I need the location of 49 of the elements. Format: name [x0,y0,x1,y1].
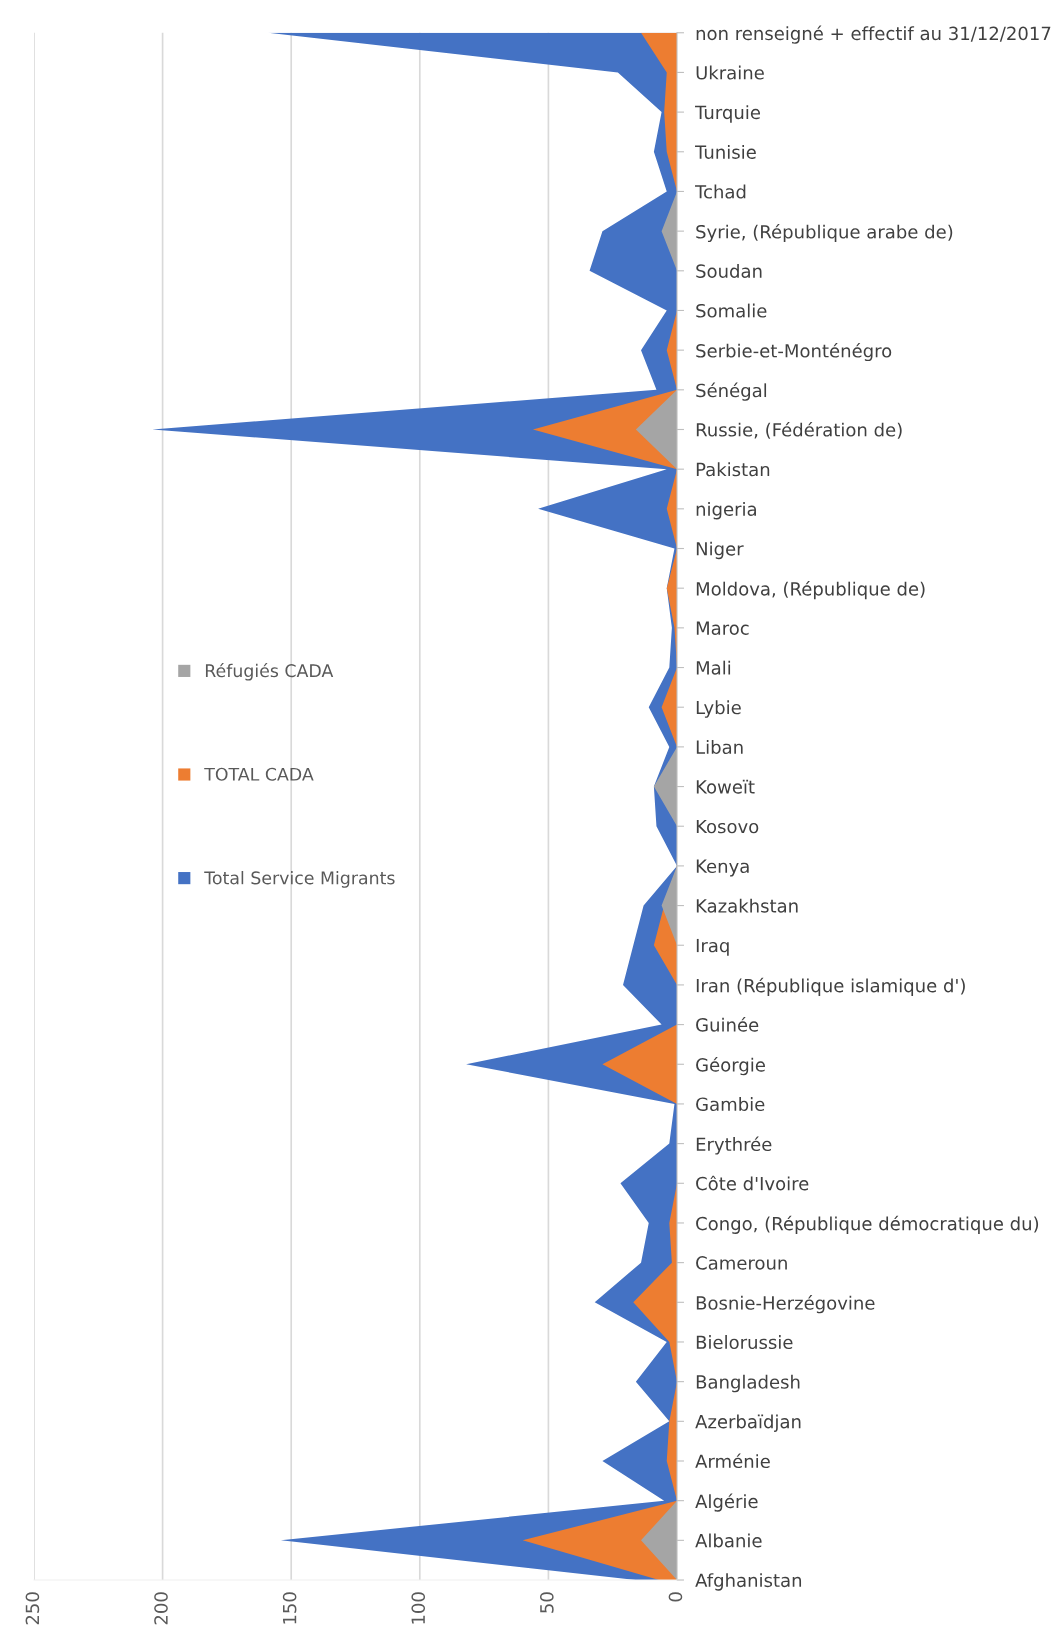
y-tick-label: Pakistan [696,462,770,477]
y-tick-label: Syrie, (République arabe de) [696,223,953,243]
y-tick-label: non renseigné + effectif au 31/12/2017 [696,25,1051,44]
y-tick-label: Géorgie [696,1057,765,1076]
y-tick-label: nigeria [696,501,756,520]
y-tick-label: Albanie [695,1533,762,1548]
y-tick-label: Congo, (République démocratique du) [696,1215,1039,1234]
y-tick-label: Kenya [696,859,749,877]
y-tick-label: Bangladesh [696,1374,800,1393]
y-tick-label: Liban [696,740,743,754]
x-tick-label: 100 [411,1592,426,1624]
y-tick-label: Koweït [696,779,755,794]
x-tick-label: 0 [668,1592,683,1602]
y-tick-label: Maroc [696,621,749,635]
y-tick-label: Kosovo [696,819,759,834]
x-tick-label: 150 [282,1592,297,1624]
y-tick-label: Mali [696,660,731,675]
y-tick-label: Arménie [695,1453,770,1469]
y-tick-label: Algérie [695,1493,758,1512]
y-tick-label: Lybie [696,700,741,718]
x-tick-label: 250 [25,1592,40,1625]
y-tick-label: Afghanistan [695,1573,802,1591]
y-tick-label: Soudan [696,263,762,278]
y-tick-label: Bosnie-Herzégovine [696,1295,875,1314]
y-tick-label: Erythrée [696,1136,772,1155]
y-tick-label: Sénégal [696,382,767,401]
y-tick-label: Somalie [696,303,767,318]
y-tick-label: Moldova, (République de) [696,580,925,600]
y-tick-label: Côte d'Ivoire [696,1175,809,1191]
y-tick-label: Iran (République islamique d') [696,977,965,996]
y-tick-label: Gambie [696,1097,765,1112]
y-tick-label: Bielorussie [696,1335,793,1350]
x-tick-label: 50 [540,1592,554,1613]
y-tick-label: Ukraine [696,65,764,80]
y-tick-label: Serbie-et-Monténégro [696,342,892,362]
y-tick-label: Iraq [696,938,729,956]
y-tick-label: Tunisie [695,144,756,159]
x-tick-label: 200 [154,1592,168,1625]
legend-label: Réfugiés CADA [205,663,334,681]
legend-label: TOTAL CADA [204,767,314,781]
y-tick-label: Azerbaïdjan [695,1414,801,1432]
legend-label: Total Service Migrants [204,871,395,888]
y-tick-label: Tchad [695,184,746,199]
y-tick-label: Turquie [695,105,760,123]
y-tick-label: Niger [696,541,744,560]
y-tick-label: Kazakhstan [696,898,798,913]
y-tick-label: Cameroun [696,1256,787,1270]
y-tick-label: Guinée [696,1017,759,1032]
y-tick-label: Russie, (Fédération de) [696,421,902,439]
